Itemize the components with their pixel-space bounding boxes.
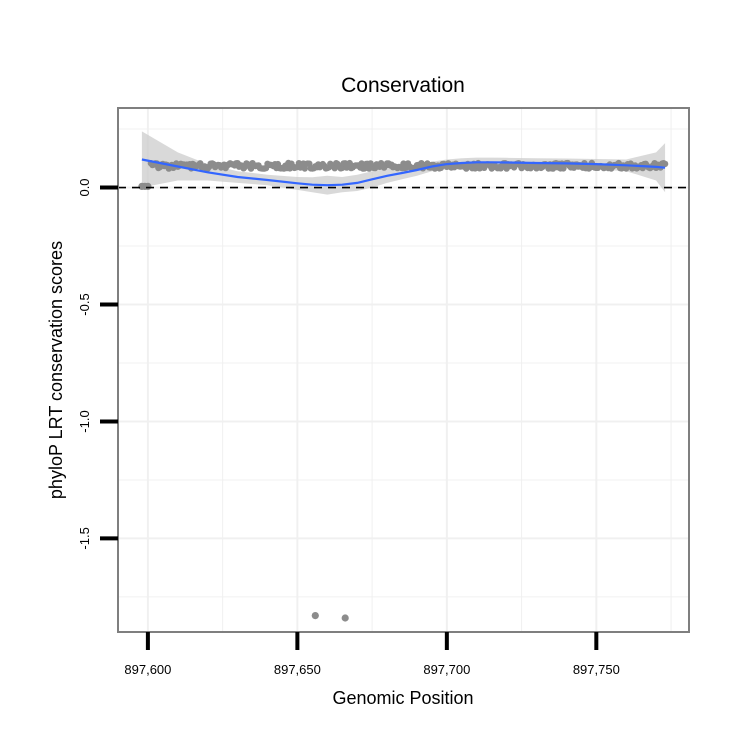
confidence-ribbon-group [141, 131, 666, 195]
x-axis-ticks: 897,600 897,650 897,700 897,750 [124, 632, 620, 677]
data-point [661, 160, 669, 168]
confidence-ribbon [141, 131, 666, 195]
y-axis-label: phyloP LRT conservation scores [46, 241, 66, 499]
y-tick-label: 0.0 [77, 178, 92, 196]
x-axis-label: Genomic Position [332, 688, 473, 708]
smooth-line-group [141, 158, 666, 187]
data-point-outlier [144, 182, 152, 190]
data-point-outlier [311, 612, 319, 620]
smooth-line [141, 158, 666, 187]
y-tick-label: -0.5 [77, 293, 92, 315]
x-tick-label: 897,650 [274, 662, 321, 677]
data-point-outlier [341, 614, 349, 622]
x-tick-label: 897,600 [124, 662, 171, 677]
y-axis-ticks: 0.0 -0.5 -1.0 -1.5 [77, 178, 118, 550]
x-tick-label: 897,750 [573, 662, 620, 677]
chart-title: Conservation [341, 74, 465, 97]
x-tick-label: 897,700 [423, 662, 470, 677]
y-tick-label: -1.0 [77, 410, 92, 432]
y-tick-label: -1.5 [77, 527, 92, 549]
panel-border [117, 107, 690, 633]
grid-lines [118, 108, 689, 632]
